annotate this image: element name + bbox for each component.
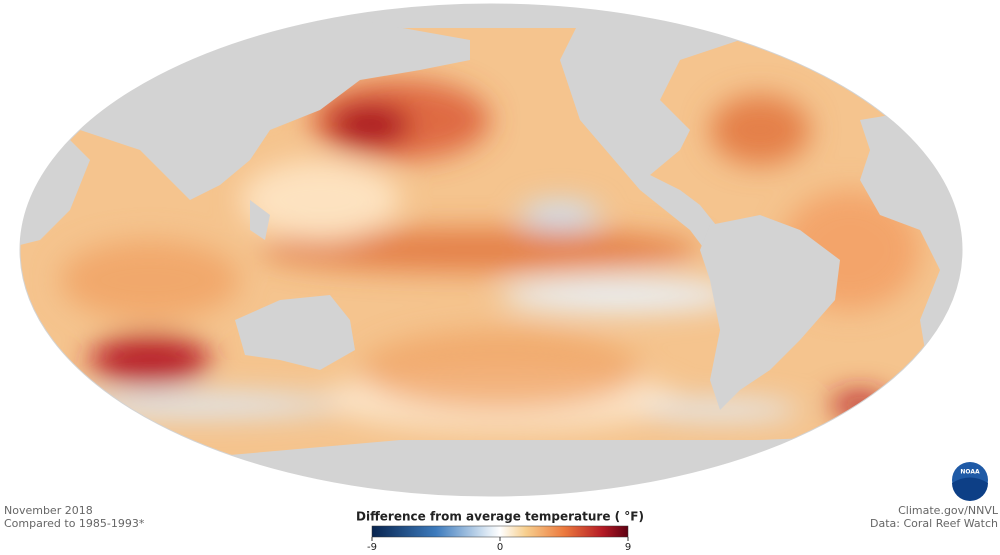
anomaly-field [60, 80, 920, 430]
globe-outline [19, 3, 963, 497]
legend-tick-label: 0 [497, 542, 503, 553]
legend-tick-label: 9 [625, 542, 631, 553]
legend-tick-label: -9 [367, 542, 377, 553]
logo-wave [952, 477, 988, 501]
baseline-label: Compared to 1985-1993* [4, 517, 145, 530]
noaa-logo: NOAA [952, 462, 988, 501]
date-label: November 2018 [4, 504, 93, 517]
color-bar [371, 525, 629, 538]
source-credit: Climate.gov/NNVL [898, 504, 999, 517]
data-credit: Data: Coral Reef Watch [870, 517, 998, 530]
logo-text: NOAA [960, 469, 980, 476]
legend: Difference from average temperature ( °F… [356, 510, 644, 554]
legend-title: Difference from average temperature ( °F… [356, 510, 644, 524]
